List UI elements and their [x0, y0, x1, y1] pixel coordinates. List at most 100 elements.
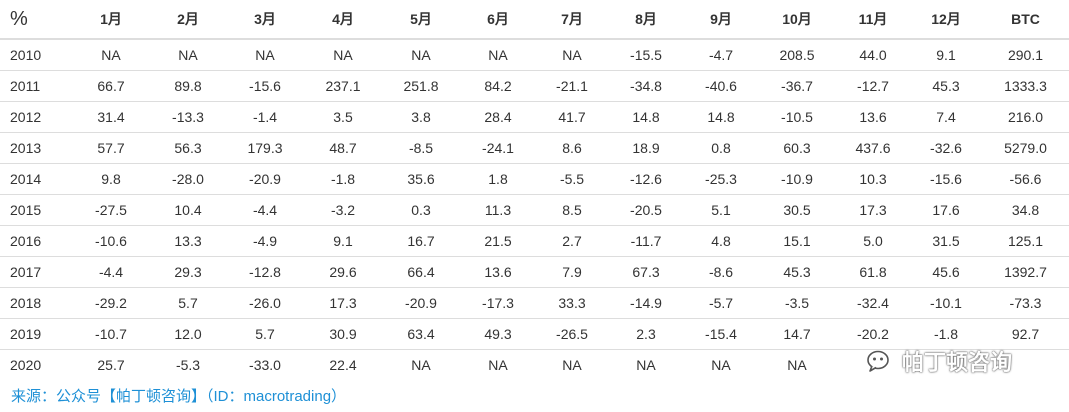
table-cell: 1333.3 [982, 70, 1069, 102]
table-cell: 0.8 [684, 132, 758, 164]
table-cell: 17.3 [304, 287, 382, 319]
table-cell: 12.0 [150, 318, 226, 350]
row-year-label: 2016 [0, 225, 72, 257]
table-cell: 5.0 [836, 225, 910, 257]
table-cell: 66.4 [382, 256, 460, 288]
table-cell: 290.1 [982, 39, 1069, 71]
unit-label: % [0, 0, 72, 40]
table-cell: 10.3 [836, 163, 910, 195]
table-cell: -10.7 [72, 318, 150, 350]
table-cell: -5.7 [684, 287, 758, 319]
table-cell: -10.9 [758, 163, 836, 195]
table-cell: -5.5 [536, 163, 608, 195]
column-header: 11月 [836, 0, 910, 40]
column-header: 7月 [536, 0, 608, 40]
table-cell: -12.8 [226, 256, 304, 288]
table-cell: 0.3 [382, 194, 460, 226]
table-cell: 14.8 [684, 101, 758, 133]
table-cell: 60.3 [758, 132, 836, 164]
column-header: 4月 [304, 0, 382, 40]
table-cell: 2.3 [608, 318, 684, 350]
table-cell: 8.6 [536, 132, 608, 164]
table-cell: 29.6 [304, 256, 382, 288]
table-cell: -12.6 [608, 163, 684, 195]
table-cell: 63.4 [382, 318, 460, 350]
row-year-label: 2014 [0, 163, 72, 195]
table-cell: 208.5 [758, 39, 836, 71]
table-cell: -20.5 [608, 194, 684, 226]
table-cell: 30.9 [304, 318, 382, 350]
table-cell: 31.4 [72, 101, 150, 133]
table-cell: 10.4 [150, 194, 226, 226]
table-cell: 9.8 [72, 163, 150, 195]
header-row: % 1月 2月 3月 4月 5月 6月 7月 8月 9月 10月 11月 12月 BTC [0, 0, 1069, 40]
table-cell: 15.1 [758, 225, 836, 257]
table-cell: -4.4 [72, 256, 150, 288]
table-cell: 7.4 [910, 101, 982, 133]
table-cell: -15.4 [684, 318, 758, 350]
table-cell: 251.8 [382, 70, 460, 102]
watermark: 帕丁顿咨询 [866, 345, 1012, 377]
table-cell: -14.9 [608, 287, 684, 319]
table-cell: -33.0 [249, 357, 281, 373]
table-cell: -34.8 [608, 70, 684, 102]
table-cell: 84.2 [460, 70, 536, 102]
table-cell: NA [150, 39, 226, 71]
table-cell: -29.2 [72, 287, 150, 319]
table-cell: 5.1 [684, 194, 758, 226]
table-cell: 2.7 [536, 225, 608, 257]
table-cell: -1.4 [226, 101, 304, 133]
table-cell: -25.3 [684, 163, 758, 195]
column-header: 6月 [460, 0, 536, 40]
table-cell: -15.6 [226, 70, 304, 102]
row-year-label: 2013 [0, 132, 72, 164]
table-cell: 1392.7 [982, 256, 1069, 288]
table-cell: -8.5 [382, 132, 460, 164]
table-cell: 57.7 [72, 132, 150, 164]
table-cell: -15.6 [910, 163, 982, 195]
table-row: 2013 57.7 56.3 179.3 48.7 -8.5 -24.1 8.6 18.9 0.8… [0, 132, 1069, 164]
table-cell: 16.7 [382, 225, 460, 257]
table-cell: 29.3 [150, 256, 226, 288]
table-cell: 125.1 [982, 225, 1069, 257]
table-cell: 8.5 [536, 194, 608, 226]
table-cell: -40.6 [684, 70, 758, 102]
table-cell: 5279.0 [982, 132, 1069, 164]
table-body: 2010 NA NA NA NA NA NA NA -15.5 -4.7 208.5 44.0 9.1 2… [0, 39, 1069, 380]
table-cell: 30.5 [758, 194, 836, 226]
table-cell: 13.6 [836, 101, 910, 133]
table-cell: -28.0 [150, 163, 226, 195]
monthly-returns-table: % 1月 2月 3月 4月 5月 6月 7月 8月 9月 10月 11月 12月 BTC 2010 NA N… [0, 0, 1069, 380]
table-cell: NA [72, 39, 150, 71]
table-cell: 3.5 [304, 101, 382, 133]
table-cell: NA [787, 357, 807, 373]
table-row: 2020 25.7 -5.3 -33.0 22.4 NA NA NA NA NA NA [0, 350, 1069, 381]
table-cell: 4.8 [684, 225, 758, 257]
returns-table-container: % 1月 2月 3月 4月 5月 6月 7月 8月 9月 10月 11月 12月 BTC 2010 NA N… [0, 0, 1069, 380]
table-cell: -24.1 [460, 132, 536, 164]
row-year-label: 2010 [0, 39, 72, 71]
table-cell: -15.5 [608, 39, 684, 71]
table-cell: -12.7 [836, 70, 910, 102]
table-cell: -56.6 [982, 163, 1069, 195]
table-row: 2016 -10.6 13.3 -4.9 9.1 16.7 21.5 2.7 -11.7 4.8 1… [0, 225, 1069, 257]
table-cell: 48.7 [304, 132, 382, 164]
table-cell: 21.5 [460, 225, 536, 257]
table-cell: 3.8 [382, 101, 460, 133]
source-note: 来源：公众号【帕丁顿咨询】（ID：macrotrading） [11, 388, 347, 405]
table-cell: NA [382, 39, 460, 71]
table-cell: 33.3 [536, 287, 608, 319]
table-cell: NA [636, 357, 656, 373]
table-cell: 41.7 [536, 101, 608, 133]
row-year-label: 2015 [0, 194, 72, 226]
table-cell: 61.8 [836, 256, 910, 288]
table-cell: -27.5 [72, 194, 150, 226]
column-header: 10月 [758, 0, 836, 40]
table-cell: -10.1 [910, 287, 982, 319]
table-cell: 9.1 [304, 225, 382, 257]
table-cell: 13.3 [150, 225, 226, 257]
wechat-official-account-icon [866, 349, 896, 373]
table-cell: NA [562, 357, 582, 373]
table-cell: NA [460, 39, 536, 71]
table-cell: 35.6 [382, 163, 460, 195]
